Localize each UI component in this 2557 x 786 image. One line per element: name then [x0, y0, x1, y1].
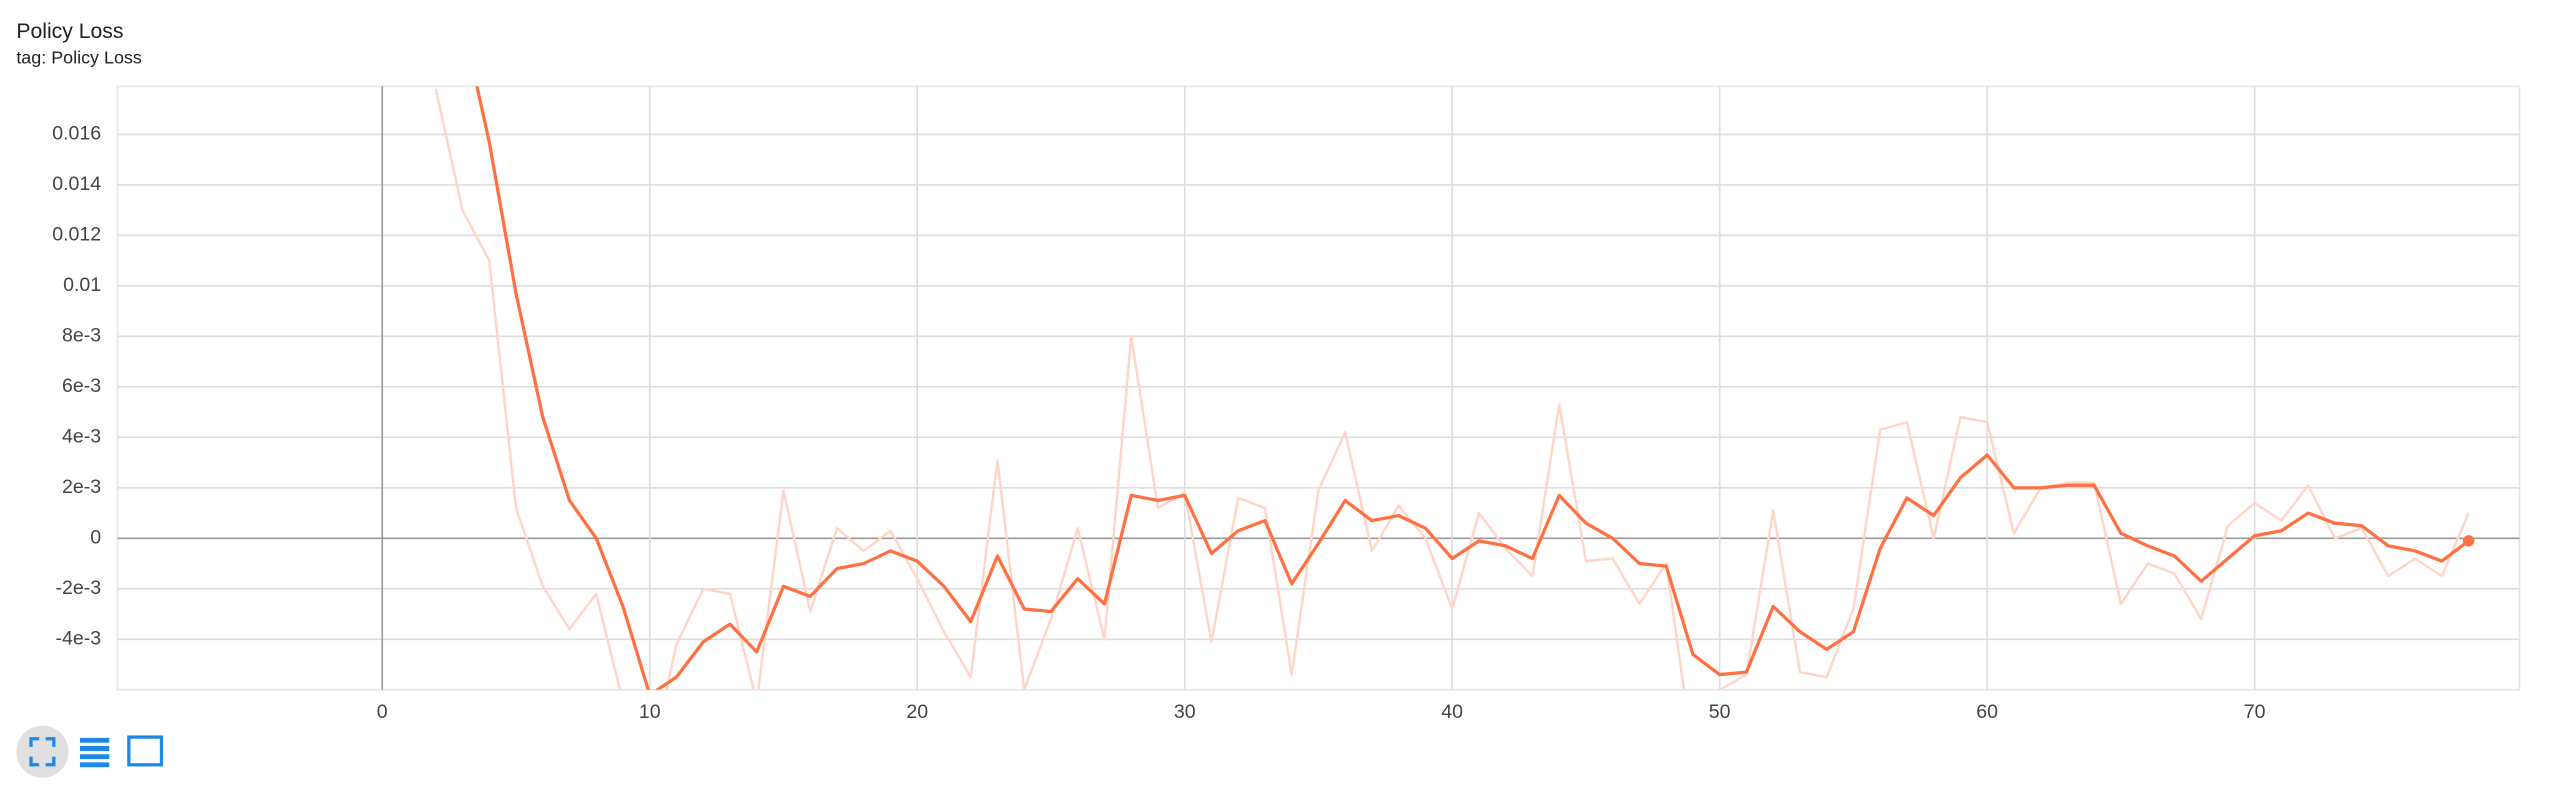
y-tick-label: 0: [90, 526, 101, 548]
grid: -4e-3 -2e-3 0 2e-3 4e-3 6e-3 8e-3 0.01 0.012 0.01…: [52, 86, 2520, 723]
x-tick-label: 60: [1976, 701, 1998, 723]
y-tick-label: 0.014: [52, 173, 101, 195]
y-tick-label: 8e-3: [62, 325, 101, 347]
y-tick-label: 0.016: [52, 123, 101, 145]
log-toggle-icon[interactable]: [79, 737, 110, 768]
y-tick-label: 4e-3: [62, 426, 101, 448]
y-tick-label: 0.012: [52, 224, 101, 246]
x-tick-label: 50: [1709, 701, 1731, 723]
x-tick-label: 70: [2244, 701, 2266, 723]
plot-frame: [116, 85, 2521, 691]
chart-subtitle: tag: Policy Loss: [16, 47, 142, 67]
y-tick-label: -2e-3: [55, 577, 101, 599]
series-line: [434, 88, 2470, 690]
y-tick-label: -4e-3: [55, 627, 101, 649]
last-point: [2462, 535, 2475, 547]
plot-area: [434, 86, 2475, 690]
fit-button-bg[interactable]: [16, 725, 69, 778]
y-tick-label: 0.01: [63, 274, 101, 296]
fit-icon[interactable]: [29, 737, 56, 767]
x-tick-label: 40: [1441, 701, 1463, 723]
x-tick-label: 0: [377, 701, 388, 723]
chart-title: Policy Loss: [16, 20, 123, 43]
x-tick-label: 20: [906, 701, 928, 723]
series-line: [475, 86, 2470, 690]
x-tick-label: 30: [1174, 701, 1196, 723]
y-tick-label: 6e-3: [62, 375, 101, 397]
expand-icon[interactable]: [127, 735, 164, 767]
toolbar: [16, 725, 164, 778]
y-tick-label: 2e-3: [62, 476, 101, 498]
x-tick-label: 10: [639, 701, 661, 723]
